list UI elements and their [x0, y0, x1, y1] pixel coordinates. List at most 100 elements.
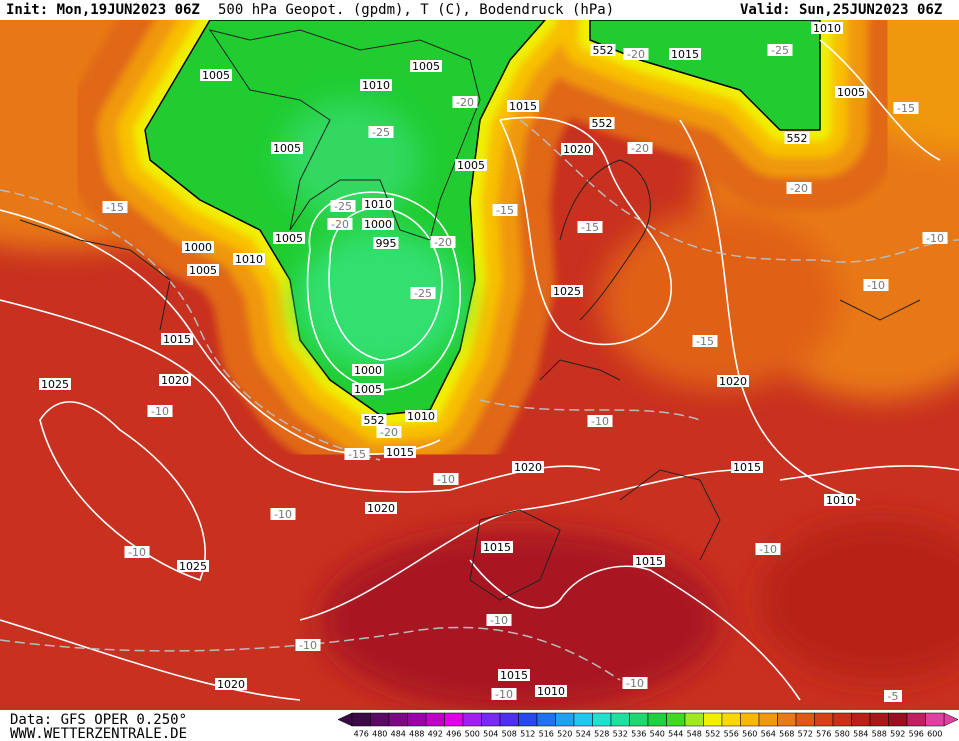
contour-label: 1005 — [273, 142, 301, 155]
label-box — [717, 375, 749, 387]
colorbar-label: 544 — [668, 730, 683, 739]
contour-label: 1010 — [364, 198, 392, 211]
label-box — [455, 159, 487, 171]
label-box — [295, 639, 321, 651]
colorbar-swatch — [462, 712, 482, 727]
label-box — [271, 142, 303, 154]
contour-label: -20 — [631, 142, 649, 155]
contour-label: 1025 — [553, 285, 581, 298]
contour-label: -15 — [348, 448, 366, 461]
contour-label: 552 — [787, 132, 808, 145]
label-box — [39, 378, 71, 390]
label-box — [633, 555, 665, 567]
label-box — [863, 279, 889, 291]
contour-label: 1000 — [364, 218, 392, 231]
colorbar-swatch — [592, 712, 612, 727]
contour-label: 1015 — [733, 461, 761, 474]
colorbar-swatch — [832, 712, 852, 727]
colorbar-label: 488 — [409, 730, 424, 739]
colorbar-label: 592 — [890, 730, 905, 739]
label-box — [410, 60, 442, 72]
colorbar-label: 580 — [835, 730, 850, 739]
colorbar-swatch — [869, 712, 889, 727]
contour-label: -10 — [759, 543, 777, 556]
colorbar-label: 528 — [594, 730, 609, 739]
contour-label: -20 — [331, 218, 349, 231]
colorbar-label: 552 — [705, 730, 720, 739]
colorbar-label: 516 — [539, 730, 554, 739]
colorbar-label: 548 — [687, 730, 702, 739]
contour-label: 1010 — [826, 494, 854, 507]
map: 1005 1010 1005 1005 -25 1005 1010 -25 -20 1000 995… — [0, 20, 959, 710]
colorbar-swatch — [740, 712, 760, 727]
contour-label: 1000 — [184, 241, 212, 254]
colorbar-label: 600 — [927, 730, 942, 739]
contour-label: -25 — [414, 287, 432, 300]
contour-label: -10 — [926, 232, 944, 245]
colorbar-swatch — [481, 712, 501, 727]
label-box — [368, 126, 394, 138]
label-box — [452, 96, 478, 108]
label-box — [433, 473, 459, 485]
colorbar-label: 584 — [853, 730, 868, 739]
label-box — [102, 201, 128, 213]
contour-label: 1005 — [275, 232, 303, 245]
contour-label: -25 — [334, 200, 352, 213]
colorbar-swatch — [795, 712, 815, 727]
label-box — [362, 198, 394, 210]
contour-label: -10 — [591, 415, 609, 428]
label-box — [410, 287, 436, 299]
label-box — [587, 415, 613, 427]
contour-label: 1020 — [367, 502, 395, 515]
valid-time: Valid: Sun,25JUN2023 06Z — [740, 2, 942, 18]
colorbar-label: 512 — [520, 730, 535, 739]
contour-label: 1000 — [354, 364, 382, 377]
label-box — [622, 677, 648, 689]
label-box — [182, 241, 214, 253]
colorbar-label: 476 — [354, 730, 369, 739]
colorbar-swatch — [721, 712, 741, 727]
label-box — [361, 414, 387, 426]
label-box — [147, 405, 173, 417]
contour-label: -15 — [897, 102, 915, 115]
colorbar-swatch — [629, 712, 649, 727]
label-box — [767, 44, 793, 56]
contour-label: 995 — [376, 237, 397, 250]
contour-label: 1010 — [813, 22, 841, 35]
label-box — [376, 426, 402, 438]
colorbar-label: 504 — [483, 730, 498, 739]
label-box — [627, 142, 653, 154]
colorbar-swatch — [906, 712, 926, 727]
label-box — [692, 335, 718, 347]
colorbar-swatch — [888, 712, 908, 727]
label-box — [327, 218, 353, 230]
colorbar-label: 508 — [502, 730, 517, 739]
label-box — [884, 690, 902, 702]
contour-label: -25 — [372, 126, 390, 139]
label-box — [161, 333, 193, 345]
contour-label: -20 — [790, 182, 808, 195]
label-box — [755, 543, 781, 555]
colorbar-label: 564 — [761, 730, 776, 739]
colorbar-swatch — [499, 712, 519, 727]
label-box — [373, 237, 399, 249]
label-box — [159, 374, 191, 386]
coastlines — [19, 29, 921, 601]
colorbar-swatch — [703, 712, 723, 727]
label-box — [835, 86, 867, 98]
contour-label: 1010 — [362, 79, 390, 92]
colorbar-label: 596 — [909, 730, 924, 739]
colorbar-swatch — [425, 712, 445, 727]
label-box — [352, 364, 384, 376]
contour-label: -10 — [626, 677, 644, 690]
contour-label: 1015 — [386, 446, 414, 459]
colorbar-swatch — [610, 712, 630, 727]
contour-label: 1005 — [412, 60, 440, 73]
colorbar-label: 496 — [446, 730, 461, 739]
contour-label: 1020 — [514, 461, 542, 474]
label-box — [669, 48, 701, 60]
colorbar-swatch — [647, 712, 667, 727]
contour-label: -15 — [581, 221, 599, 234]
